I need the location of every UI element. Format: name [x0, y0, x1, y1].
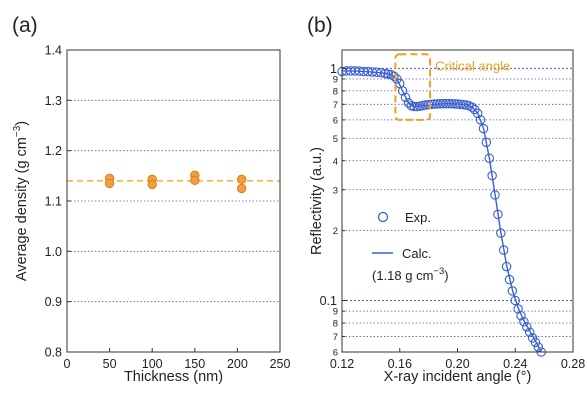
- y-tick-label: 3: [333, 185, 338, 196]
- panel-b-frame: [341, 49, 574, 353]
- data-point: [397, 86, 408, 96]
- x-tick-label: 0: [64, 357, 71, 371]
- panel-a-grid: [67, 99, 280, 303]
- data-point: [522, 322, 532, 332]
- y-tick-label: 0.8: [45, 346, 62, 360]
- legend-exp-label: Exp.: [405, 210, 431, 225]
- data-point: [190, 175, 200, 186]
- data-point: [400, 92, 411, 103]
- x-tick-label: 100: [142, 357, 163, 371]
- panel-b-x-axis-title: X-ray incident angle (°): [384, 369, 532, 385]
- data-point: [147, 179, 157, 190]
- panel-b-legend: Exp. Calc. (1.18 g cm−3): [372, 210, 449, 283]
- data-point: [389, 71, 399, 81]
- y-tick-label: 9: [333, 307, 338, 318]
- data-point: [501, 261, 512, 272]
- y-tick-label: 1.0: [45, 245, 62, 259]
- panel-b-x-ticks: 0.12 0.16 0.20 0.24 0.28: [330, 348, 585, 371]
- x-tick-label: 0.24: [503, 357, 527, 371]
- x-tick-label: 0.12: [330, 357, 354, 371]
- x-tick-label: 250: [270, 357, 291, 371]
- y-tick-label: 2: [333, 226, 338, 237]
- y-tick-label: 5: [333, 134, 338, 145]
- panel-b: (b) Critical angle 0.12 0.16 0.20 0.24 0.28 …: [307, 14, 585, 385]
- panel-b-y-axis-title: Reflectivity (a.u.): [309, 147, 325, 255]
- y-tick-label: 1.3: [45, 94, 62, 108]
- data-point: [236, 174, 247, 185]
- panel-b-label: (b): [307, 14, 333, 37]
- data-point: [524, 327, 535, 337]
- x-tick-label: 200: [227, 357, 248, 371]
- critical-angle-label: Critical angle: [435, 58, 510, 73]
- data-point: [530, 337, 541, 348]
- panel-a-points: [104, 170, 247, 194]
- panel-b-grid: [342, 67, 573, 353]
- panel-a: (a) 0 50 100 150 200 250 0.8 0.9 1.0 1.1 1.2 1.3 1.…: [12, 14, 290, 385]
- legend-calc-label: Calc.: [402, 246, 432, 261]
- panel-b-calc-line: [341, 70, 542, 353]
- data-point: [516, 310, 526, 321]
- data-point: [484, 153, 495, 164]
- data-point: [478, 123, 489, 134]
- y-tick-label: 0.1: [320, 294, 337, 308]
- panel-a-x-axis-title: Thickness (nm): [124, 369, 223, 385]
- y-tick-label: 6: [333, 348, 338, 359]
- legend-calc-note: (1.18 g cm−3): [372, 266, 449, 283]
- data-point: [481, 137, 492, 148]
- data-point: [472, 108, 483, 119]
- y-tick-label: 8: [333, 318, 338, 329]
- y-tick-label: 8: [333, 86, 338, 97]
- data-point: [519, 316, 529, 327]
- data-point: [493, 209, 503, 220]
- x-tick-label: 0.16: [388, 357, 412, 371]
- y-tick-label: 1.4: [45, 44, 62, 58]
- panel-a-x-ticks: 0 50 100 150 200 250: [64, 348, 291, 371]
- y-tick-label: 7: [333, 100, 338, 111]
- y-tick-label: 0.9: [45, 295, 62, 309]
- data-point: [487, 170, 497, 181]
- data-point: [475, 115, 486, 125]
- y-tick-label: 1.1: [45, 195, 62, 209]
- y-tick-label: 9: [333, 75, 338, 86]
- y-tick-label: 4: [333, 156, 338, 167]
- data-point: [236, 183, 247, 194]
- data-point: [490, 190, 500, 200]
- data-point: [510, 295, 520, 306]
- x-tick-label: 50: [103, 357, 117, 371]
- critical-angle-box: [394, 53, 432, 121]
- data-point: [104, 178, 115, 189]
- legend-exp-marker: [377, 211, 389, 223]
- panel-a-label: (a): [12, 14, 38, 37]
- data-point: [467, 102, 477, 113]
- y-tick-label: 7: [333, 332, 338, 343]
- panel-a-y-axis-title: Average density (g cm−3): [12, 121, 30, 281]
- data-point: [533, 342, 544, 352]
- y-tick-label: 1.2: [45, 144, 62, 158]
- data-point: [496, 228, 506, 238]
- panel-a-y-ticks: 0.8 0.9 1.0 1.1 1.2 1.3 1.4: [45, 44, 71, 360]
- panel-b-points: [337, 66, 546, 357]
- x-tick-label: 0.28: [561, 357, 585, 371]
- data-point: [507, 286, 518, 296]
- data-point: [392, 74, 402, 84]
- y-tick-label: 1: [330, 62, 337, 76]
- data-point: [376, 67, 386, 78]
- y-tick-label: 6: [333, 115, 338, 126]
- x-tick-label: 0.20: [445, 357, 469, 371]
- data-point: [504, 274, 515, 285]
- data-point: [498, 245, 509, 255]
- x-tick-label: 150: [184, 357, 205, 371]
